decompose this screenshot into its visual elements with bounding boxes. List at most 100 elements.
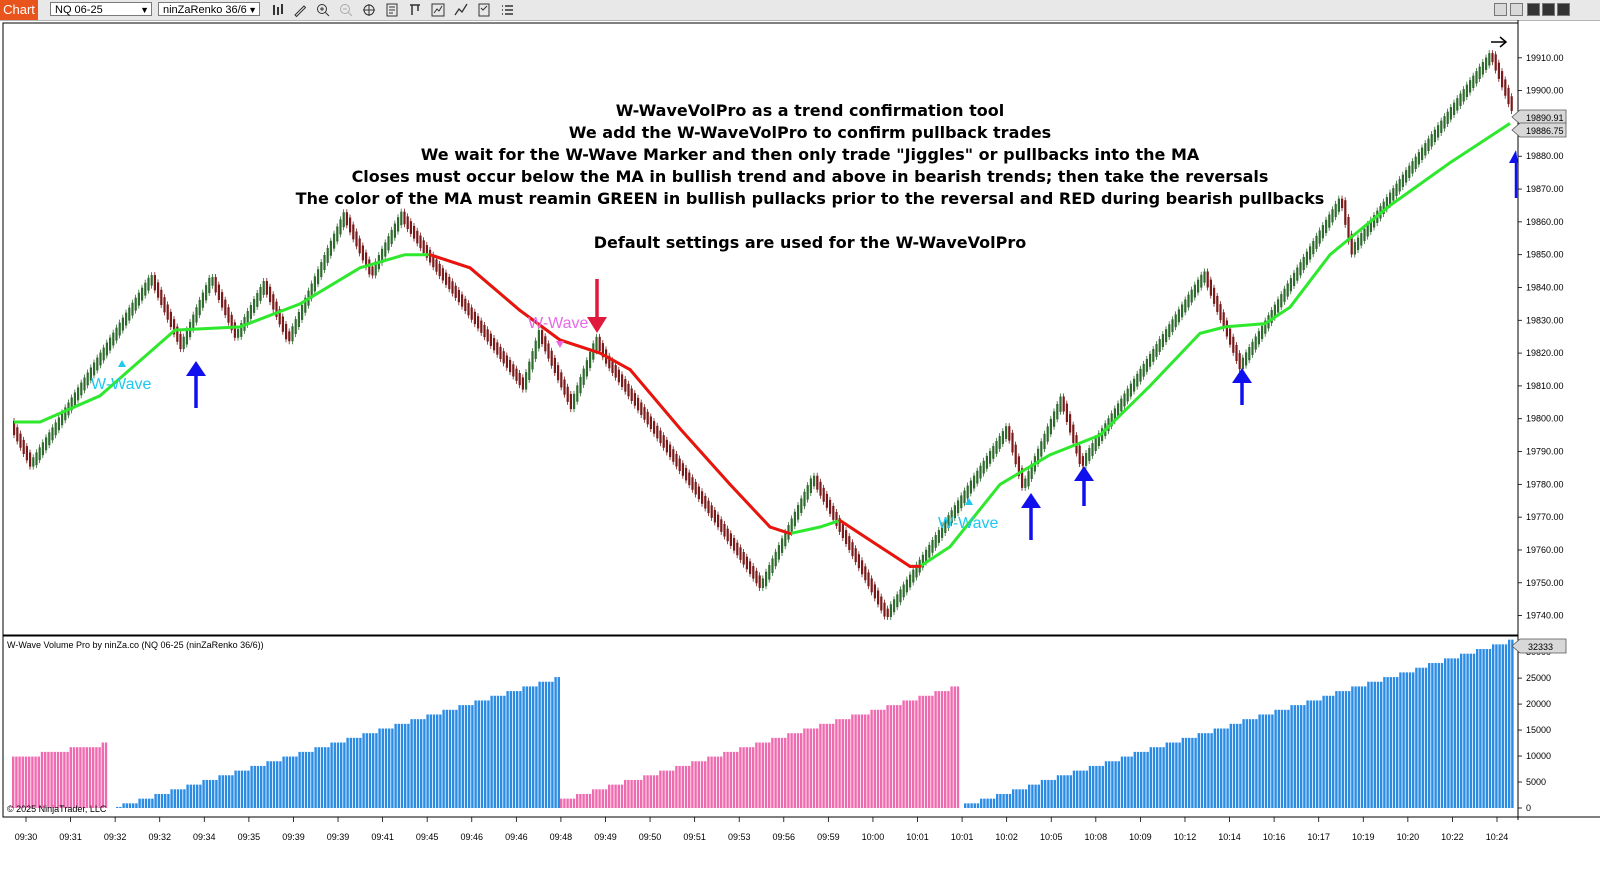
volume-tick-label: 10000 xyxy=(1526,751,1551,761)
candle-body xyxy=(137,292,140,306)
window-link-icon[interactable] xyxy=(1510,3,1523,16)
volume-bar xyxy=(199,784,202,808)
volume-current-value: 32333 xyxy=(1528,642,1553,652)
candle-body xyxy=(694,481,697,495)
candle-body xyxy=(851,542,854,557)
volume-bar xyxy=(509,691,512,808)
indicators-icon[interactable] xyxy=(430,2,446,18)
candle-body xyxy=(761,578,764,588)
candle-body xyxy=(1149,353,1152,367)
volume-bar xyxy=(908,700,912,808)
zoom-out-icon[interactable] xyxy=(338,2,354,18)
candle-body xyxy=(352,224,355,240)
candle-body xyxy=(573,393,576,410)
candle-body xyxy=(1161,334,1164,347)
volume-bar xyxy=(806,728,809,808)
candle-body xyxy=(608,355,611,369)
chevron-down-icon: ▼ xyxy=(140,5,149,15)
strategies-icon[interactable] xyxy=(453,2,469,18)
candle-body xyxy=(493,338,496,351)
volume-bar xyxy=(873,709,876,808)
candle-body xyxy=(313,276,316,292)
window-tile-icon[interactable] xyxy=(1494,3,1507,16)
volume-bar xyxy=(1453,658,1456,808)
volume-bar xyxy=(66,751,69,808)
candle-body xyxy=(1453,102,1456,115)
bar-style-icon[interactable] xyxy=(270,2,286,18)
volume-bar xyxy=(138,798,141,808)
candle-body xyxy=(128,307,131,321)
templates-icon[interactable] xyxy=(476,2,492,18)
candle-body xyxy=(749,561,752,574)
volume-bar xyxy=(266,761,269,808)
candle-body xyxy=(505,355,508,368)
volume-bar xyxy=(1421,667,1424,808)
candle-body xyxy=(557,365,560,381)
candle-body xyxy=(432,254,435,268)
volume-bar xyxy=(340,742,343,808)
volume-bar xyxy=(758,742,761,808)
volume-bar xyxy=(500,695,503,808)
list-icon[interactable] xyxy=(499,2,515,18)
volume-bar xyxy=(381,728,384,808)
volume-bar xyxy=(1268,714,1271,808)
instrument-selector[interactable]: NQ 06-25 ▼ xyxy=(50,2,152,16)
candle-body xyxy=(985,455,988,469)
candle-body xyxy=(1321,225,1324,239)
candle-body xyxy=(947,515,950,529)
volume-bar xyxy=(924,695,928,808)
candle-body xyxy=(1113,408,1116,422)
volume-bar xyxy=(1322,695,1325,808)
candle-body xyxy=(1309,246,1312,260)
volume-bar xyxy=(1485,649,1488,808)
candle-body xyxy=(403,211,406,225)
volume-bar xyxy=(1287,709,1290,808)
candle-body xyxy=(416,230,419,244)
candle-body xyxy=(150,275,153,286)
candle-body xyxy=(998,436,1001,449)
candle-body xyxy=(83,377,86,391)
candle-body xyxy=(1229,328,1232,345)
volume-bar xyxy=(420,719,423,808)
candle-body xyxy=(240,323,243,337)
candle-body xyxy=(1145,358,1148,372)
candle-body xyxy=(963,490,966,504)
time-axis[interactable]: 09:30 09:31 09:32 09:32 09:34 09:35 09:39 09:39… xyxy=(15,817,1509,842)
candle-body xyxy=(582,368,585,385)
volume-bar xyxy=(47,751,50,808)
scroll-right-arrow-icon[interactable] xyxy=(1491,36,1508,48)
crosshair-icon[interactable] xyxy=(361,2,377,18)
candle-body xyxy=(713,509,716,523)
minimize-icon[interactable] xyxy=(1527,3,1540,16)
candle-body xyxy=(1481,62,1484,75)
bar-type-selector[interactable]: ninZaRenko 36/6 ▼ xyxy=(158,2,260,16)
volume-bar xyxy=(1261,714,1264,808)
volume-bar xyxy=(659,770,662,808)
candle-body xyxy=(483,324,486,338)
volume-bar xyxy=(1252,719,1255,808)
volume-bar xyxy=(1447,658,1450,808)
volume-bar xyxy=(1076,770,1079,808)
volume-axis[interactable]: 300002500020000150001000050000 xyxy=(1518,647,1551,813)
candle-body xyxy=(941,525,944,538)
candle-body xyxy=(195,307,198,323)
zoom-in-icon[interactable] xyxy=(315,2,331,18)
close-icon[interactable] xyxy=(1557,3,1570,16)
candle-body xyxy=(1443,116,1446,129)
chart-tab[interactable]: Chart xyxy=(0,0,38,20)
volume-bar xyxy=(1424,667,1428,808)
maximize-icon[interactable] xyxy=(1542,3,1555,16)
properties-icon[interactable] xyxy=(407,2,423,18)
time-tick-label: 09:34 xyxy=(193,832,216,842)
draw-pencil-icon[interactable] xyxy=(292,2,308,18)
candle-body xyxy=(902,584,905,598)
candle-body xyxy=(499,346,502,360)
volume-bar xyxy=(1412,672,1415,808)
candle-body xyxy=(1165,329,1168,343)
volume-bar xyxy=(1469,653,1472,808)
candle-body xyxy=(1094,438,1097,451)
data-box-icon[interactable] xyxy=(384,2,400,18)
volume-bar xyxy=(1264,714,1268,808)
volume-bar xyxy=(1146,751,1149,808)
